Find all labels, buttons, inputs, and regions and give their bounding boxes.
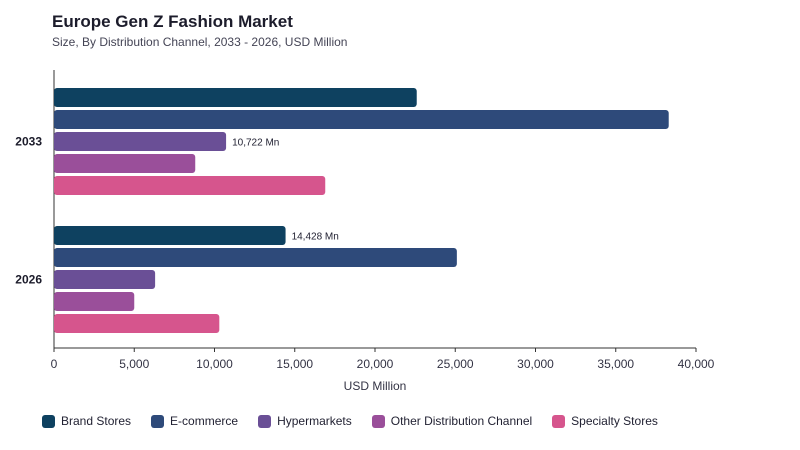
legend-item: Brand Stores [42,414,131,428]
x-tick-label: 15,000 [276,357,313,371]
x-tick-label: 25,000 [437,357,474,371]
bar [54,270,156,289]
bar [54,88,417,107]
x-tick-label: 0 [51,357,58,371]
bar [54,154,196,173]
legend-item: E-commerce [151,414,238,428]
legend-swatch [371,414,385,428]
x-tick-label: 30,000 [517,357,554,371]
legend-swatch [552,414,566,428]
legend-swatch [151,414,165,428]
chart-legend: Brand Stores E-commerce Hypermarkets Other … [42,414,678,428]
x-tick-label: 10,000 [196,357,233,371]
bar-chart: 0 5,000 10,000 15,000 20,000 25,000 30,000 35,0… [15,70,715,393]
bar [54,292,135,311]
category-label: 2033 [15,135,42,149]
chart-title: Europe Gen Z Fashion Market [52,12,293,31]
bar [54,176,326,195]
legend-label: Brand Stores [61,414,132,428]
legend-label: Specialty Stores [571,414,658,428]
bar [54,248,457,267]
data-label: 14,428 Mn [292,232,339,243]
legend-label: Other Distribution Channel [390,414,533,428]
data-label: 10,722 Mn [232,138,279,149]
legend-swatch [42,414,55,428]
x-tick-label: 5,000 [119,357,149,371]
legend-item: Specialty Stores [552,414,658,428]
x-tick-label: 40,000 [678,357,715,371]
bar [54,132,227,151]
legend-swatch [258,414,272,428]
legend-item: Hypermarkets [258,414,352,428]
chart-subtitle: Size, By Distribution Channel, 2033 - 20… [52,35,348,49]
bar [54,110,669,129]
x-axis-title: USD Million [344,379,407,393]
bar [54,226,286,245]
legend-label: E-commerce [170,414,239,428]
category-label: 2026 [15,273,42,287]
x-tick-label: 35,000 [597,357,634,371]
legend-label: Hypermarkets [277,414,352,428]
bar [54,314,220,333]
legend-item: Other Distribution Channel [371,414,533,428]
x-tick-label: 20,000 [357,357,394,371]
